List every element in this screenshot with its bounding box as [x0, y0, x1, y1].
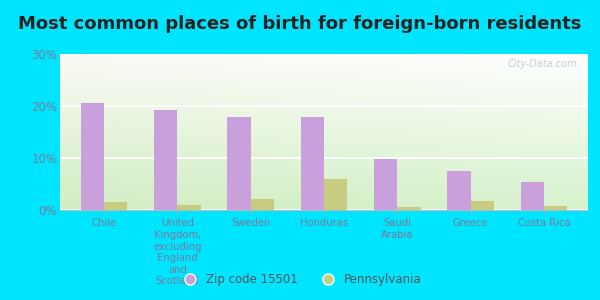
Bar	[178, 205, 201, 210]
Bar	[397, 207, 421, 210]
Legend: Zip code 15501, Pennsylvania: Zip code 15501, Pennsylvania	[173, 269, 427, 291]
Bar	[521, 182, 544, 210]
Bar	[544, 206, 568, 210]
Bar	[227, 117, 251, 210]
Bar	[251, 199, 274, 210]
Bar	[301, 117, 324, 210]
Bar	[470, 201, 494, 210]
Bar	[324, 179, 347, 210]
Bar	[80, 103, 104, 210]
Bar	[374, 159, 397, 210]
Text: Most common places of birth for foreign-born residents: Most common places of birth for foreign-…	[19, 15, 581, 33]
Bar	[154, 110, 178, 210]
Text: City-Data.com: City-Data.com	[508, 59, 577, 69]
Bar	[104, 202, 127, 210]
Bar	[447, 171, 470, 210]
